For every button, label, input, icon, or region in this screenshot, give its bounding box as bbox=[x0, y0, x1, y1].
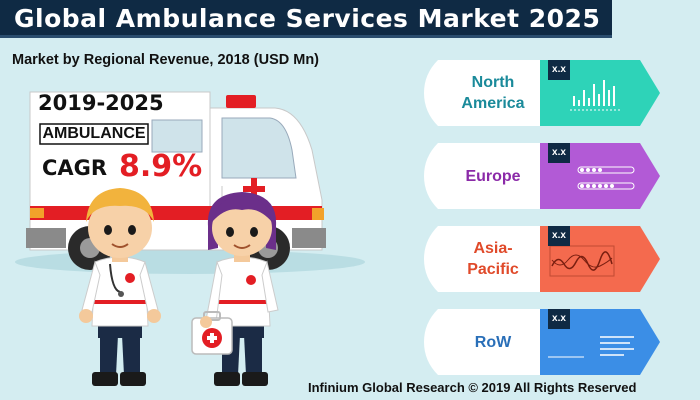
region-card-north-america: North America x.x bbox=[424, 60, 660, 126]
region-name: Asia- Pacific bbox=[467, 240, 519, 278]
bar-chart-icon bbox=[570, 80, 620, 111]
ambulance-label: AMBULANCE bbox=[42, 125, 146, 142]
region-name: RoW bbox=[474, 333, 512, 351]
cagr-label: CAGR bbox=[42, 156, 108, 180]
title-bar: Global Ambulance Services Market 2025 bbox=[0, 0, 612, 38]
region-value-badge: x.x bbox=[548, 309, 570, 329]
region-value-badge: x.x bbox=[548, 226, 570, 246]
chart-subtitle: Market by Regional Revenue, 2018 (USD Mn… bbox=[12, 52, 319, 68]
region-card-row: RoW x.x bbox=[424, 309, 660, 375]
region-name: Europe bbox=[465, 167, 521, 185]
region-value-badge: x.x bbox=[548, 60, 570, 80]
progress-dots-icon bbox=[577, 166, 635, 190]
region-card-europe: Europe x.x bbox=[424, 143, 660, 209]
page-title: Global Ambulance Services Market 2025 bbox=[14, 4, 601, 33]
forecast-period: 2019-2025 bbox=[38, 91, 164, 115]
region-value-badge: x.x bbox=[548, 143, 570, 163]
wave-line-icon bbox=[549, 245, 615, 277]
region-card-asia-pacific: Asia- Pacific x.x bbox=[424, 226, 660, 292]
female-medic bbox=[191, 192, 279, 386]
ambulance-illustration bbox=[15, 91, 365, 386]
region-name: North America bbox=[461, 74, 525, 112]
cagr-value: 8.9% bbox=[119, 149, 203, 184]
text-lines-icon bbox=[548, 336, 634, 358]
copyright-footer: Infinium Global Research © 2019 All Righ… bbox=[308, 380, 637, 395]
male-medic bbox=[79, 188, 161, 386]
